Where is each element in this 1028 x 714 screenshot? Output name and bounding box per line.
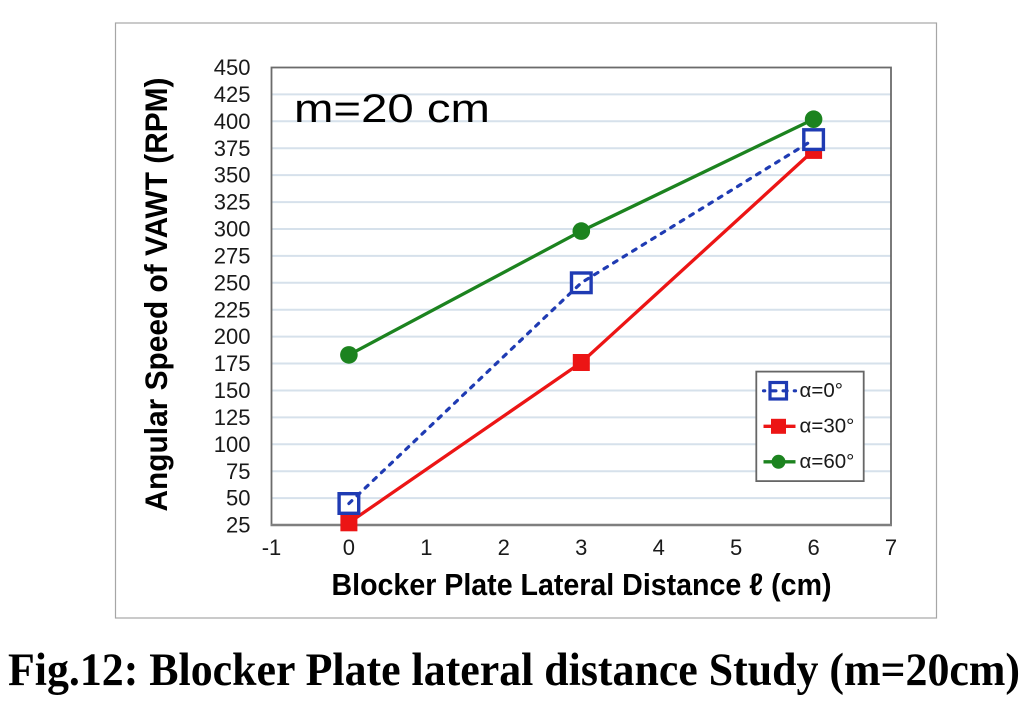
svg-text:1: 1 <box>420 535 432 560</box>
svg-text:Angular Speed of VAWT (RPM): Angular Speed of VAWT (RPM) <box>138 78 174 512</box>
svg-text:100: 100 <box>214 432 251 457</box>
svg-text:3: 3 <box>575 535 587 560</box>
svg-text:Blocker Plate Lateral Distance: Blocker Plate Lateral Distance ℓ (cm) <box>332 567 832 602</box>
svg-text:425: 425 <box>214 82 251 107</box>
svg-text:450: 450 <box>214 55 251 80</box>
svg-text:Fig.12: Blocker Plate lateral: Fig.12: Blocker Plate lateral distance S… <box>8 644 1020 696</box>
svg-text:350: 350 <box>214 163 251 188</box>
svg-text:375: 375 <box>214 136 251 161</box>
svg-text:0: 0 <box>343 535 355 560</box>
svg-text:α=0°: α=0° <box>800 379 843 402</box>
svg-text:4: 4 <box>653 535 665 560</box>
svg-text:75: 75 <box>226 459 250 484</box>
svg-text:125: 125 <box>214 405 251 430</box>
svg-text:2: 2 <box>498 535 510 560</box>
svg-text:225: 225 <box>214 297 251 322</box>
svg-text:-1: -1 <box>262 535 282 560</box>
svg-text:6: 6 <box>807 535 819 560</box>
svg-text:325: 325 <box>214 190 251 215</box>
svg-text:300: 300 <box>214 217 251 242</box>
svg-text:5: 5 <box>730 535 742 560</box>
svg-text:200: 200 <box>214 324 251 349</box>
svg-text:275: 275 <box>214 244 251 269</box>
svg-text:175: 175 <box>214 351 251 376</box>
svg-text:α=30°: α=30° <box>800 415 855 438</box>
svg-text:250: 250 <box>214 270 251 295</box>
svg-text:150: 150 <box>214 378 251 403</box>
svg-text:25: 25 <box>226 513 250 538</box>
svg-text:α=60°: α=60° <box>800 450 855 473</box>
svg-text:50: 50 <box>226 486 250 511</box>
svg-text:m=20 cm: m=20 cm <box>294 87 490 131</box>
svg-text:400: 400 <box>214 109 251 134</box>
svg-text:7: 7 <box>885 535 897 560</box>
